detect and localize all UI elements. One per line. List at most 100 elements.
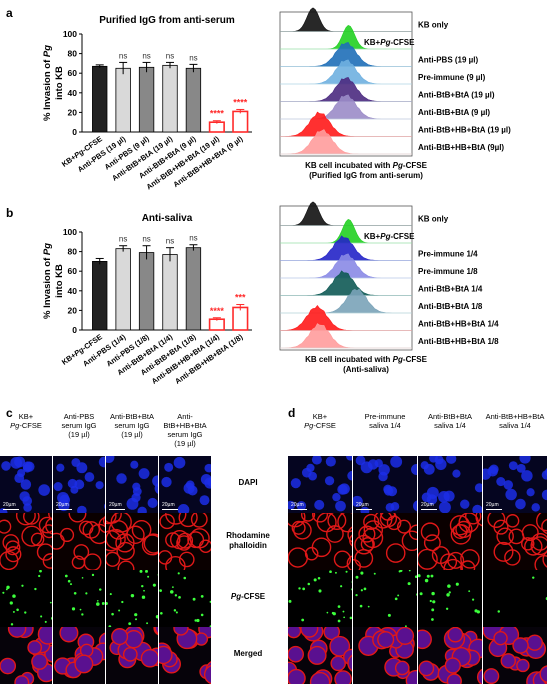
micro-c-image-pg-0 [0,570,52,627]
chart-a-ylabel: % Invasion of Pg [42,45,53,121]
micro-d-scale-bar: 20µm [356,503,372,510]
chart-a-bar [139,67,154,132]
flow-b-row-label-4: Anti-BtB+BtA 1/4 [418,285,483,294]
chart-a-significance: ns [119,51,127,60]
flow-b-row-label-1: KB+Pg-CFSE [364,232,415,241]
micro-d-image-rho-1 [353,513,417,570]
micro-c-image-dapi-1: 20µm [53,456,105,513]
chart-a-bar [116,68,131,132]
chart-a-ytick-label: 0 [72,127,77,137]
chart-a-significance: ns [189,53,197,62]
chart-a-ytick-label: 40 [68,88,78,98]
chart-b-ytick-label: 60 [68,266,78,276]
micro-d-scale-bar: 20µm [291,503,307,510]
chart-a-significance: ns [166,51,174,60]
chart-b-bar [233,307,248,330]
micro-d-image-merged-0 [288,627,352,684]
chart-b-title: Anti-saliva [142,213,193,224]
chart-b-bar [186,248,201,330]
flow-b-caption-line2: (Anti-saliva) [343,365,389,374]
micro-d-image-pg-0 [288,570,352,627]
chart-b-bar [163,255,178,330]
chart-a-ylabel-line2: into KB [54,66,65,100]
chart-b-bar [92,261,107,330]
chart-a-significance: ns [142,51,150,60]
chart-b-ytick-label: 100 [63,227,77,237]
micro-d-image-rho-0 [288,513,352,570]
flow-b-row-label-0: KB only [418,215,449,224]
chart-b-ytick-label: 0 [72,325,77,335]
micro-c-image-pg-3 [159,570,211,627]
row-label-pg-cfse: Pg-CFSE [210,592,286,602]
chart-a-ytick-label: 100 [63,29,77,39]
chart-b-bar [210,319,225,330]
flow-a-caption: KB cell incubated with Pg-CFSE [305,161,427,170]
micro-c-image-dapi-0: 20µm [0,456,52,513]
flow-b-caption: KB cell incubated with Pg-CFSE [305,355,427,364]
flow-b-row-label-6: Anti-BtB+HB+BtA 1/4 [418,320,499,329]
chart-b-significance: ns [119,235,127,244]
flow-b-row-label-2: Pre-immune 1/4 [418,250,478,259]
micro-d-image-dapi-2: 20µm [418,456,482,513]
micro-d-image-merged-3 [483,627,547,684]
micro-c-image-merged-3 [159,627,211,684]
flow-a-row-label-7: Anti-BtB+HB+BtA (9µl) [418,143,504,152]
micro-c-image-rho-1 [53,513,105,570]
micro-c-column-title-0: KB+Pg-CFSE [0,412,52,430]
row-label-dapi: DAPI [210,478,286,488]
micro-c-image-merged-2 [106,627,158,684]
bar-chart-a: Purified IgG from anti-serum 0 20 40 60 80 100… [0,0,270,200]
flow-a-row-label-4: Anti-BtB+BtA (19 µl) [418,91,495,100]
chart-a-bar [163,65,178,132]
micro-d-image-dapi-0: 20µm [288,456,352,513]
chart-a-significance: **** [233,97,248,107]
micro-d-image-dapi-1: 20µm [353,456,417,513]
chart-a-ytick-label: 80 [68,49,78,59]
chart-b-bar [116,249,131,330]
chart-a-ytick-label: 20 [68,107,78,117]
chart-b-ytick-label: 80 [68,247,78,257]
micro-c-image-rho-0 [0,513,52,570]
micro-d-image-pg-2 [418,570,482,627]
micro-d-scale-bar: 20µm [486,503,502,510]
chart-a-bar [186,68,201,132]
chart-b-ylabel-line2: into KB [54,264,65,298]
micro-c-scale-bar: 20µm [3,503,19,510]
micro-c-scale-bar: 20µm [109,503,125,510]
micro-d-image-dapi-3: 20µm [483,456,547,513]
micro-c-image-merged-1 [53,627,105,684]
micro-d-scale-bar: 20µm [421,503,437,510]
chart-b-significance: *** [235,293,246,303]
micro-d-image-rho-3 [483,513,547,570]
chart-b-ytick-label: 40 [68,286,78,296]
micro-d-column-title-0: KB+Pg-CFSE [288,412,352,430]
chart-a-ytick-label: 60 [68,68,78,78]
chart-b-significance: ns [166,237,174,246]
flow-a-row-label-3: Pre-immune (9 µl) [418,73,486,82]
chart-b-significance: ns [142,235,150,244]
flow-b-row-label-3: Pre-immune 1/8 [418,267,478,276]
micro-c-image-merged-0 [0,627,52,684]
flow-a-caption-line2: (Purified IgG from anti-serum) [309,171,423,180]
flow-a-row-label-0: KB only [418,21,449,30]
chart-a-bar [92,66,107,132]
micro-c-image-rho-3 [159,513,211,570]
flow-a-row-label-6: Anti-BtB+HB+BtA (19 µl) [418,126,511,135]
chart-b-ylabel: % Invasion of Pg [42,243,53,319]
micro-c-scale-bar: 20µm [162,503,178,510]
micro-d-image-pg-3 [483,570,547,627]
flow-b-row-label-7: Anti-BtB+HB+BtA 1/8 [418,337,499,346]
chart-b-bar [139,253,154,330]
flow-a-row-label-5: Anti-BtB+BtA (9 µl) [418,108,490,117]
chart-a-bar [233,111,248,132]
chart-a-title: Purified IgG from anti-serum [99,15,235,26]
